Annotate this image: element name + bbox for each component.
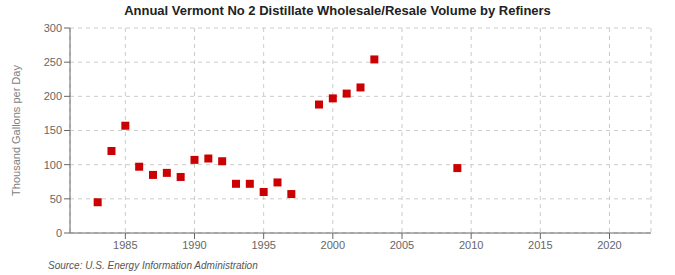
html-text:Annual Vermont No 2 Distillate: Annual Vermont No 2 Distillate Wholesale… bbox=[124, 3, 551, 18]
svg-text:100: 100 bbox=[44, 159, 62, 171]
svg-text:1990: 1990 bbox=[182, 239, 206, 251]
svg-text:2020: 2020 bbox=[597, 239, 621, 251]
svg-text:2000: 2000 bbox=[321, 239, 345, 251]
svg-text:250: 250 bbox=[44, 56, 62, 68]
svg-text:Thousand Gallons per Day: Thousand Gallons per Day bbox=[10, 65, 22, 196]
svg-text:2015: 2015 bbox=[528, 239, 552, 251]
svg-text:1995: 1995 bbox=[251, 239, 275, 251]
svg-text:150: 150 bbox=[44, 124, 62, 136]
svg-text:2005: 2005 bbox=[390, 239, 414, 251]
svg-text:0: 0 bbox=[56, 227, 62, 239]
svg-text:50: 50 bbox=[50, 193, 62, 205]
svg-text:2010: 2010 bbox=[459, 239, 483, 251]
svg-text:300: 300 bbox=[44, 22, 62, 34]
html-text:Source: U.S. Energy Informatio: Source: U.S. Energy Information Administ… bbox=[48, 260, 258, 271]
svg-text:1985: 1985 bbox=[113, 239, 137, 251]
svg-text:200: 200 bbox=[44, 90, 62, 102]
